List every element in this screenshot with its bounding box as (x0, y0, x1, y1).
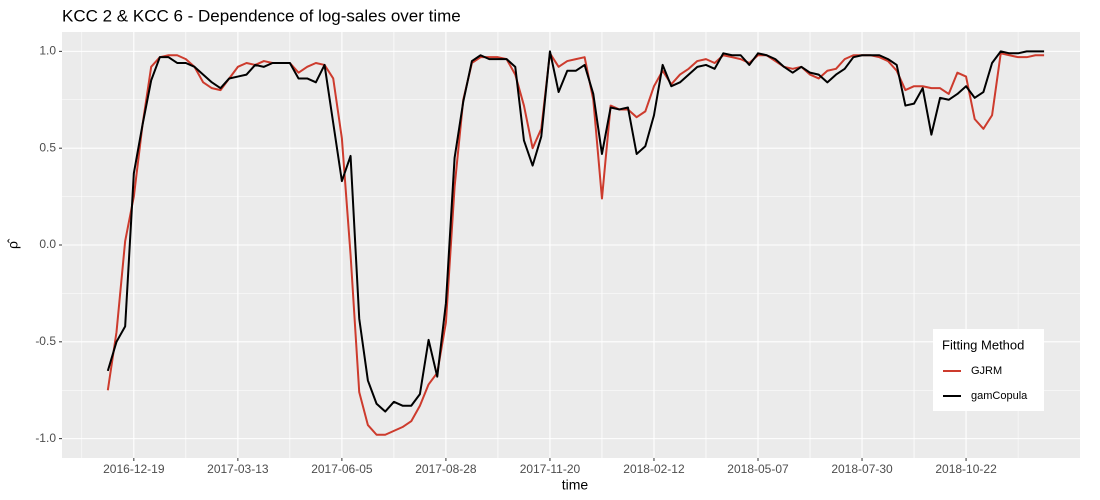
y-axis-label: ρ̂ (5, 238, 21, 249)
y-tick-label: -1.0 (35, 431, 56, 445)
x-tick-label: 2018-02-12 (623, 462, 685, 476)
x-tick-label: 2017-08-28 (415, 462, 477, 476)
chart-title: KCC 2 & KCC 6 - Dependence of log-sales … (62, 6, 461, 25)
x-tick-label: 2017-11-20 (520, 462, 581, 476)
legend-label: GJRM (971, 365, 1002, 377)
legend-label: gamCopula (971, 390, 1028, 402)
x-tick-label: 2017-03-13 (207, 462, 269, 476)
x-tick-label: 2018-10-22 (935, 462, 997, 476)
plot-lines (106, 50, 1045, 436)
x-axis-label: time (562, 477, 589, 493)
x-tick-label: 2016-12-19 (103, 462, 165, 476)
legend: Fitting Method GJRM gamCopula (933, 329, 1044, 411)
x-tick-label: 2018-07-30 (831, 462, 893, 476)
x-tick-label: 2017-06-05 (311, 462, 373, 476)
y-tick-label: -0.5 (35, 334, 56, 348)
legend-title: Fitting Method (942, 337, 1024, 352)
y-tick-label: 1.0 (39, 44, 56, 58)
y-tick-label: 0.5 (39, 140, 56, 154)
series-line (106, 50, 1045, 413)
series-line (106, 52, 1045, 436)
x-tick-label: 2018-05-07 (727, 462, 789, 476)
y-tick-label: 0.0 (39, 237, 56, 251)
